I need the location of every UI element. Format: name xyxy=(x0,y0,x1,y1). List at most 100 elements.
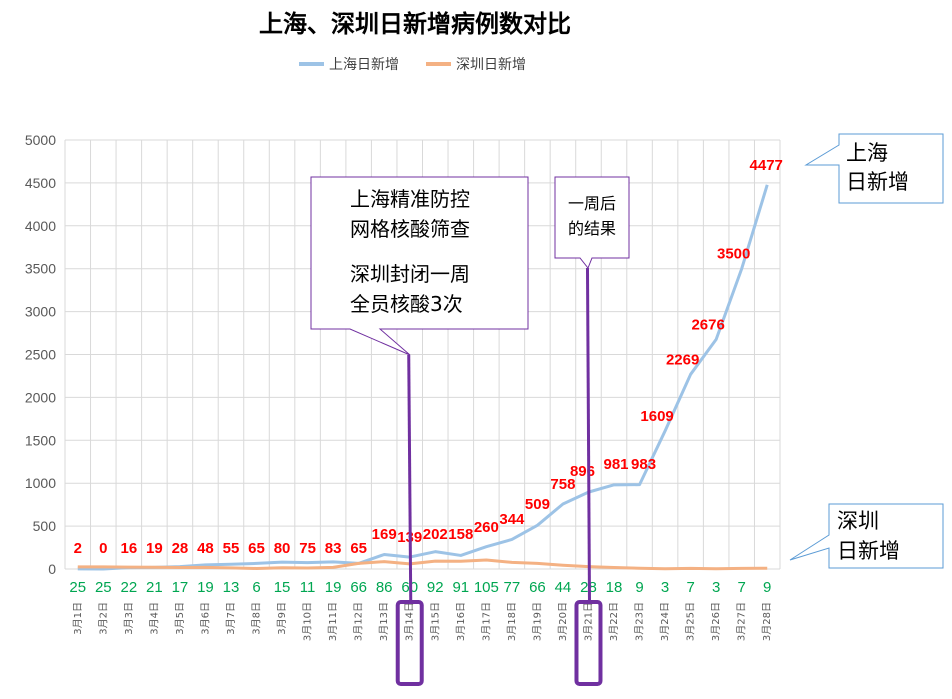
shanghai-data-label: 16 xyxy=(120,540,137,557)
shenzhen-data-label: 18 xyxy=(606,579,623,596)
shenzhen-tag-line2: 日新增 xyxy=(837,539,900,563)
shanghai-data-label: 169 xyxy=(372,526,397,543)
shenzhen-data-label: 19 xyxy=(325,579,342,596)
shenzhen-data-label: 17 xyxy=(172,579,189,596)
x-tick-label: 3月16日 xyxy=(455,602,467,641)
x-tick-label: 3月24日 xyxy=(659,602,671,641)
callout-precise-control: 上海精准防控 网格核酸筛查 深圳封闭一周 全员核酸3次 xyxy=(310,176,529,356)
gridlines xyxy=(64,139,781,570)
y-tick-label: 4000 xyxy=(25,218,56,234)
shanghai-data-label: 55 xyxy=(223,540,240,557)
shenzhen-data-label: 86 xyxy=(376,579,393,596)
x-tick-label: 3月8日 xyxy=(251,602,263,635)
shenzhen-data-label: 6 xyxy=(252,579,260,596)
shenzhen-data-label: 44 xyxy=(555,579,572,596)
shanghai-data-label: 758 xyxy=(550,476,575,493)
x-tick-label: 3月2日 xyxy=(97,602,109,635)
series-line-shenzhen xyxy=(77,558,768,571)
legend-label-shenzhen: 深圳日新增 xyxy=(456,57,526,73)
x-tick-label: 3月11日 xyxy=(327,602,339,641)
chart-title: 上海、深圳日新增病例数对比 xyxy=(259,10,571,38)
x-tick-label: 3月17日 xyxy=(480,602,492,641)
shenzhen-tag: 深圳 日新增 xyxy=(789,503,944,569)
x-tick-label: 3月27日 xyxy=(736,602,748,641)
shenzhen-data-label: 3 xyxy=(712,579,720,596)
x-axis: 3月1日 3月2日 3月3日 3月4日 3月5日 3月6日 3月7日 3月8日 3月9日 3月10… xyxy=(72,602,773,641)
callout1-line2: 网格核酸筛查 xyxy=(350,217,470,241)
x-tick-label: 3月3日 xyxy=(123,602,135,635)
highlight-box-2 xyxy=(574,600,603,686)
x-tick-label: 3月7日 xyxy=(225,602,237,635)
x-tick-label: 3月10日 xyxy=(302,602,314,641)
shanghai-data-label: 202 xyxy=(423,526,448,543)
callout-box-1 xyxy=(310,176,529,356)
shanghai-data-label: 4477 xyxy=(750,157,783,174)
shanghai-data-label: 158 xyxy=(448,526,473,543)
highlight-marker-1 xyxy=(407,354,413,601)
x-tick-label: 3月21日 xyxy=(582,602,594,641)
shanghai-data-label: 19 xyxy=(146,540,163,557)
shanghai-data-label: 981 xyxy=(604,456,629,473)
shenzhen-data-label: 11 xyxy=(300,579,316,596)
shanghai-tag-box xyxy=(804,133,944,204)
shanghai-tag-line1: 上海 xyxy=(846,141,888,165)
y-axis: 0 500 1000 1500 2000 2500 3000 3500 4000 4500 5000 xyxy=(25,132,56,577)
shanghai-data-label: 65 xyxy=(248,540,265,557)
callout-one-week-later: 一周后 的结果 xyxy=(554,176,630,269)
shenzhen-data-label: 66 xyxy=(529,579,546,596)
shenzhen-data-label: 25 xyxy=(95,579,112,596)
shanghai-data-label: 3500 xyxy=(717,246,750,263)
shenzhen-data-label: 77 xyxy=(504,579,521,596)
series-lines xyxy=(77,184,769,571)
shenzhen-data-label: 15 xyxy=(274,579,291,596)
shenzhen-data-label: 21 xyxy=(146,579,163,596)
x-tick-label: 3月19日 xyxy=(531,602,543,641)
shenzhen-data-label: 3 xyxy=(661,579,669,596)
shanghai-data-label: 1609 xyxy=(640,408,673,425)
shenzhen-tag-box xyxy=(789,503,944,569)
x-tick-label: 3月14日 xyxy=(404,602,416,641)
shenzhen-data-label: 91 xyxy=(452,579,469,596)
x-tick-label: 3月23日 xyxy=(634,602,646,641)
y-tick-label: 3500 xyxy=(25,261,56,277)
y-tick-label: 2000 xyxy=(25,389,56,405)
x-tick-label: 3月5日 xyxy=(174,602,186,635)
shanghai-data-label: 83 xyxy=(325,540,342,557)
shanghai-data-label: 983 xyxy=(631,456,656,473)
callout1-line3: 深圳封闭一周 xyxy=(350,262,470,286)
shenzhen-data-label: 19 xyxy=(197,579,214,596)
shenzhen-data-label: 66 xyxy=(350,579,367,596)
shenzhen-data-label: 9 xyxy=(635,579,643,596)
shenzhen-tag-line1: 深圳 xyxy=(837,509,879,533)
x-tick-label: 3月1日 xyxy=(72,602,84,635)
shanghai-data-label: 0 xyxy=(99,540,107,557)
shenzhen-data-label: 7 xyxy=(738,579,746,596)
y-tick-label: 0 xyxy=(48,561,56,577)
y-tick-label: 1000 xyxy=(25,475,56,491)
y-tick-label: 2500 xyxy=(25,347,56,363)
y-tick-label: 1500 xyxy=(25,432,56,448)
shanghai-data-label: 344 xyxy=(499,511,525,528)
x-tick-label: 3月12日 xyxy=(353,602,365,641)
shenzhen-data-label: 92 xyxy=(427,579,444,596)
shanghai-tag: 上海 日新增 xyxy=(804,133,944,204)
x-tick-label: 3月28日 xyxy=(761,602,773,641)
y-tick-label: 500 xyxy=(33,518,57,534)
x-tick-label: 3月20日 xyxy=(557,602,569,641)
highlight-marker-2 xyxy=(585,267,591,601)
x-tick-label: 3月26日 xyxy=(710,602,722,641)
legend-label-shanghai: 上海日新增 xyxy=(329,57,399,73)
shenzhen-data-label: 25 xyxy=(69,579,86,596)
x-tick-label: 3月25日 xyxy=(685,602,697,641)
shanghai-data-label: 2 xyxy=(74,540,82,557)
shanghai-data-label: 509 xyxy=(525,496,550,513)
highlight-box-1 xyxy=(395,600,424,686)
shenzhen-data-label: 105 xyxy=(474,579,499,596)
x-tick-label: 3月18日 xyxy=(506,602,518,641)
y-tick-label: 3000 xyxy=(25,304,56,320)
data-labels: 2016192848556580758365169139202158260344… xyxy=(69,157,782,596)
shanghai-data-label: 260 xyxy=(474,519,499,536)
legend: 上海日新增 深圳日新增 xyxy=(299,57,526,73)
highlight-boxes xyxy=(395,267,603,686)
x-tick-label: 3月22日 xyxy=(608,602,620,641)
